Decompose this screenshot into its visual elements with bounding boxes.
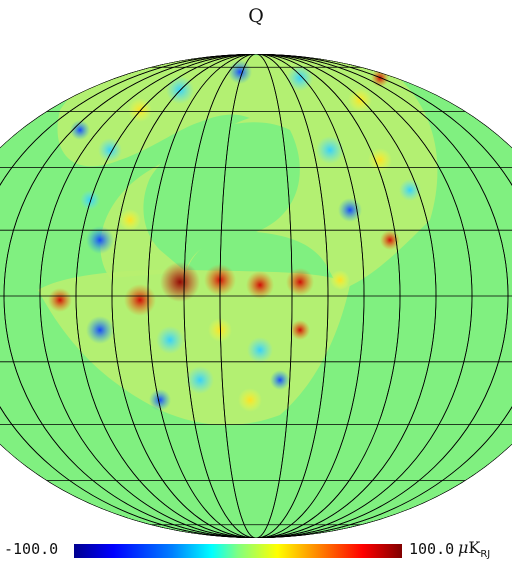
map-body <box>0 54 512 538</box>
unit-subscript: RJ <box>480 549 491 560</box>
anisotropy-blobs <box>48 60 421 412</box>
colorbar <box>74 544 402 558</box>
graticule <box>0 54 512 538</box>
colorbar-min-label: -100.0 <box>4 540 59 558</box>
unit-letter: K <box>468 538 481 557</box>
map-title: Q <box>248 5 264 27</box>
colorbar-max-label: 100.0 <box>409 540 455 558</box>
observed-region <box>38 55 438 426</box>
unit-prefix: μ <box>458 538 469 557</box>
colorbar-unit: μKRJ <box>458 538 491 560</box>
